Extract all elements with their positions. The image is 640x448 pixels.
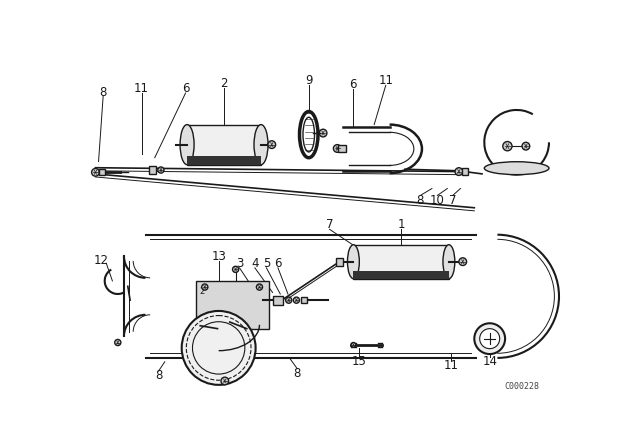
- Circle shape: [92, 168, 99, 176]
- Circle shape: [351, 343, 356, 347]
- Bar: [353, 271, 449, 279]
- Circle shape: [221, 377, 228, 385]
- Text: 2: 2: [220, 77, 228, 90]
- Ellipse shape: [303, 117, 314, 152]
- Circle shape: [115, 340, 121, 345]
- Text: 6: 6: [182, 82, 189, 95]
- Bar: [353, 245, 449, 279]
- Circle shape: [459, 258, 467, 266]
- Circle shape: [202, 284, 208, 290]
- Text: 7: 7: [326, 218, 333, 231]
- Text: 6: 6: [349, 78, 356, 91]
- Circle shape: [319, 129, 327, 137]
- Bar: [196, 281, 269, 329]
- Ellipse shape: [180, 125, 194, 165]
- Text: C000228: C000228: [505, 382, 540, 391]
- Circle shape: [268, 141, 276, 148]
- Bar: [338, 145, 346, 152]
- Text: 14: 14: [482, 355, 497, 368]
- Text: 8: 8: [155, 369, 163, 382]
- Text: 6: 6: [274, 257, 282, 270]
- Text: 5: 5: [262, 257, 270, 270]
- Text: 1: 1: [397, 218, 405, 231]
- Circle shape: [522, 142, 530, 150]
- Circle shape: [285, 297, 292, 303]
- Ellipse shape: [484, 162, 549, 175]
- Text: 7: 7: [449, 194, 456, 207]
- Bar: [301, 297, 307, 303]
- Circle shape: [455, 168, 463, 176]
- Bar: [273, 296, 283, 305]
- Circle shape: [474, 323, 505, 354]
- Ellipse shape: [348, 245, 359, 279]
- Text: 8: 8: [417, 194, 424, 207]
- Circle shape: [182, 311, 255, 385]
- Text: 3: 3: [236, 257, 243, 270]
- Bar: [187, 155, 261, 165]
- Text: 8: 8: [294, 367, 301, 380]
- Text: 2: 2: [199, 287, 204, 296]
- Bar: [99, 169, 105, 176]
- Text: 12: 12: [93, 254, 108, 267]
- Text: 11: 11: [444, 359, 459, 372]
- Bar: [462, 168, 468, 175]
- Circle shape: [257, 284, 262, 290]
- Bar: [187, 125, 261, 165]
- Circle shape: [480, 329, 500, 349]
- Text: 11: 11: [134, 82, 149, 95]
- Circle shape: [333, 145, 341, 152]
- Text: 13: 13: [211, 250, 226, 263]
- Text: 15: 15: [351, 355, 366, 368]
- Text: 4: 4: [251, 257, 259, 270]
- Text: 9: 9: [305, 74, 312, 87]
- Bar: [336, 258, 344, 266]
- Ellipse shape: [443, 245, 455, 279]
- Bar: [148, 166, 156, 174]
- Text: 10: 10: [430, 194, 445, 207]
- Circle shape: [293, 297, 300, 303]
- Circle shape: [232, 266, 239, 272]
- Ellipse shape: [254, 125, 268, 165]
- Text: 11: 11: [378, 74, 393, 87]
- Text: 8: 8: [99, 86, 107, 99]
- Circle shape: [158, 167, 164, 173]
- Circle shape: [503, 142, 512, 151]
